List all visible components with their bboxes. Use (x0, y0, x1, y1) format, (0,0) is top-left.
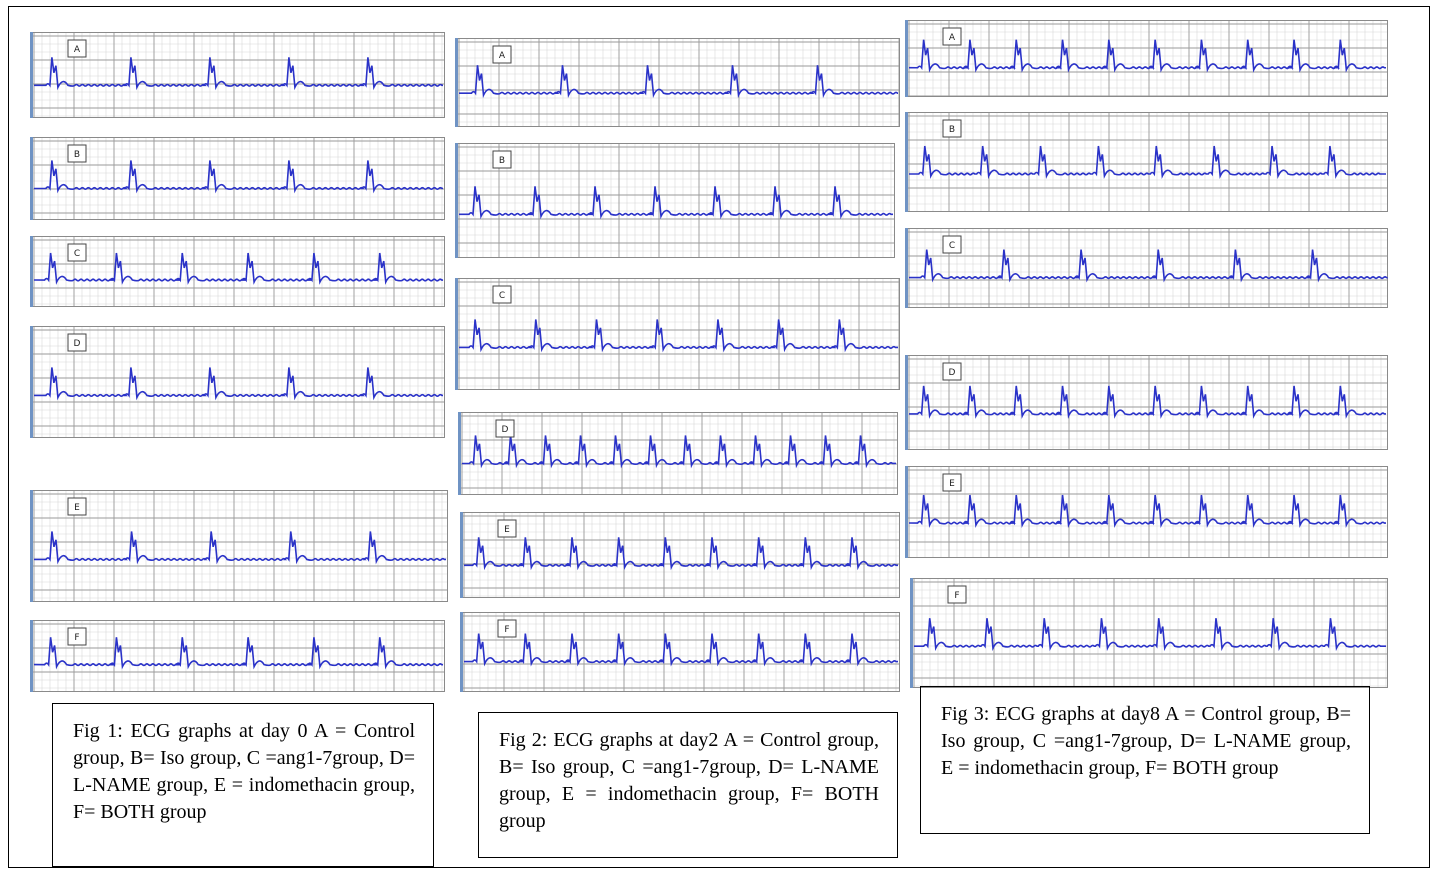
panel-label: F (954, 591, 959, 601)
panel-label: A (499, 51, 506, 61)
signal-marker (455, 278, 458, 390)
panel-background (905, 112, 1388, 212)
panel-background (455, 278, 900, 390)
panel-label: B (949, 125, 955, 135)
ecg-panel: C (455, 278, 900, 390)
panel-background (30, 490, 448, 602)
ecg-panel: E (30, 490, 448, 602)
signal-marker (30, 620, 33, 692)
panel-background (30, 137, 445, 220)
signal-marker (455, 143, 458, 258)
signal-marker (30, 236, 33, 307)
ecg-panel: A (30, 32, 445, 118)
page: A B C D E F Fig 1: ECG graphs at day 0 A = Con… (0, 0, 1440, 873)
signal-marker (30, 490, 33, 602)
ecg-panel: B (30, 137, 445, 220)
panel-label: B (74, 150, 80, 160)
ecg-panel: A (905, 20, 1388, 97)
panel-background (30, 326, 445, 438)
panel-label: F (74, 633, 79, 643)
signal-marker (905, 355, 908, 450)
figure-caption: Fig 3: ECG graphs at day8 A = Control gr… (920, 686, 1370, 834)
ecg-panel: B (905, 112, 1388, 212)
ecg-panel: E (460, 512, 900, 598)
panel-label: F (504, 625, 509, 635)
signal-marker (905, 228, 908, 308)
signal-marker (910, 578, 913, 688)
panel-label: B (499, 156, 505, 166)
signal-marker (905, 466, 908, 558)
panel-label: E (74, 503, 80, 513)
panel-label: E (504, 525, 510, 535)
panel-background (905, 355, 1388, 450)
ecg-panel: B (455, 143, 895, 258)
panel-background (30, 32, 445, 118)
ecg-panel: F (910, 578, 1388, 688)
panel-label: D (74, 339, 81, 349)
ecg-panel: D (458, 412, 898, 495)
panel-label: A (949, 33, 956, 43)
ecg-panel: E (905, 466, 1388, 558)
ecg-panel: A (455, 38, 900, 127)
panel-label: D (502, 425, 509, 435)
signal-marker (30, 137, 33, 220)
panel-label: C (949, 241, 955, 251)
ecg-panel: F (30, 620, 445, 692)
panel-background (30, 236, 445, 307)
panel-background (905, 466, 1388, 558)
ecg-panel: D (30, 326, 445, 438)
panel-background (905, 20, 1388, 97)
ecg-panel: D (905, 355, 1388, 450)
ecg-panel: C (30, 236, 445, 307)
ecg-panel: C (905, 228, 1388, 308)
ecg-panel: F (460, 612, 900, 692)
panel-label: C (499, 291, 505, 301)
signal-marker (460, 512, 463, 598)
panel-label: C (74, 249, 80, 259)
panel-background (910, 578, 1388, 688)
figure-caption: Fig 1: ECG graphs at day 0 A = Control g… (52, 703, 434, 867)
signal-marker (30, 326, 33, 438)
signal-marker (455, 38, 458, 127)
figure-caption: Fig 2: ECG graphs at day2 A = Control gr… (478, 712, 898, 858)
signal-marker (905, 112, 908, 212)
signal-marker (30, 32, 33, 118)
panel-label: D (949, 368, 956, 378)
panel-label: E (949, 479, 955, 489)
signal-marker (905, 20, 908, 97)
panel-label: A (74, 45, 81, 55)
signal-marker (458, 412, 461, 495)
signal-marker (460, 612, 463, 692)
